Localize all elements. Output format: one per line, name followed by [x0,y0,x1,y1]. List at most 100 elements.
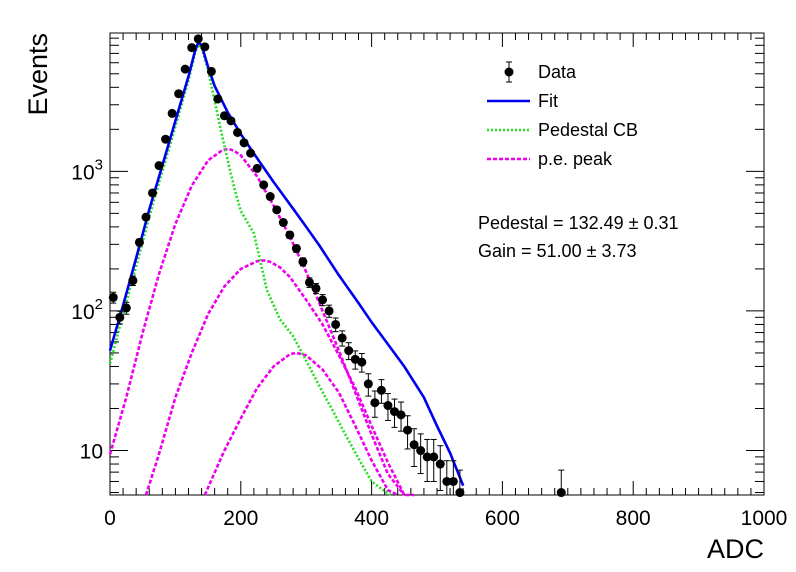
legend-marker [504,67,514,77]
data-marker [246,148,256,158]
data-marker [154,161,164,171]
data-point [167,108,177,118]
data-point [409,428,419,467]
data-marker [272,205,282,215]
data-marker [416,446,426,456]
data-marker [344,346,354,356]
data-marker [285,230,295,240]
axis-ticks [109,33,765,495]
x-tick-label: 200 [223,507,258,530]
data-marker [556,488,566,498]
data-marker [331,319,341,329]
data-marker [455,488,465,498]
data-point [174,89,184,99]
data-point [363,373,373,397]
data-marker [161,134,171,144]
data-point [278,218,288,228]
data-marker [167,108,177,118]
data-point [396,401,406,432]
data-point [311,283,321,295]
data-points [108,34,566,498]
data-marker [422,452,432,462]
data-point [193,34,203,44]
data-marker [383,401,393,411]
data-marker [121,303,131,313]
annotation-pedestal: Pedestal = 132.49 ± 0.31 [478,213,679,233]
data-marker [213,94,223,104]
data-marker [337,333,347,343]
data-point [416,433,426,475]
data-point [226,116,236,126]
x-axis-title: ADC [707,534,764,564]
data-point [108,291,118,304]
data-marker [304,277,314,287]
data-point [304,277,314,288]
data-point [115,310,125,325]
data-marker [134,237,144,247]
data-point [272,205,282,215]
data-marker [193,34,203,44]
data-marker [259,180,269,190]
data-point [291,244,301,254]
data-point [442,460,452,496]
data-marker [448,476,458,486]
data-point [233,127,243,137]
data-point [121,301,131,315]
legend-item-pedestal-cb: Pedestal CB [487,120,638,140]
curve-p-e-peak-2 [144,259,415,497]
y-tick-labels: 10 102 103 [71,156,103,463]
data-point [148,188,158,198]
data-point [357,352,367,373]
data-point [383,393,393,421]
data-point [213,94,223,104]
data-point [219,111,229,121]
data-marker [200,42,210,52]
data-marker [239,138,249,148]
data-marker [174,89,184,99]
data-marker [219,111,229,121]
data-point [187,43,197,53]
data-marker [115,312,125,322]
legend-item-data: Data [504,61,577,83]
data-point [331,317,341,333]
data-marker [318,295,328,305]
y-tick-label: 102 [71,296,103,324]
x-tick-label: 600 [485,507,520,530]
data-marker [376,385,386,395]
legend-label: Fit [538,91,558,111]
data-point [154,161,164,171]
data-point [180,64,190,74]
data-point [324,304,334,318]
data-marker [357,357,367,367]
x-tick-labels: 0 200 400 600 800 1000 [104,507,787,530]
legend-label: Pedestal CB [538,120,638,140]
data-marker [403,425,413,435]
data-marker [187,43,197,53]
data-point [429,438,439,482]
data-point [435,445,445,491]
data-marker [206,66,216,76]
legend-label: Data [538,62,577,82]
data-marker [141,212,151,222]
data-point [265,192,275,202]
data-marker [370,398,380,408]
data-point [206,66,216,76]
data-marker [278,218,288,228]
data-marker [396,410,406,420]
data-point [200,42,210,52]
data-marker [148,188,158,198]
data-marker [108,292,118,302]
data-point [318,294,328,307]
data-point [141,212,151,222]
y-tick-label: 10 [80,441,103,464]
data-point [337,330,347,347]
x-tick-label: 0 [104,507,116,530]
data-marker [409,440,419,450]
data-point [455,469,465,498]
data-point [389,398,399,428]
data-point [556,469,566,498]
data-point [422,438,432,482]
data-marker [442,476,452,486]
y-tick-label: 103 [71,156,103,184]
